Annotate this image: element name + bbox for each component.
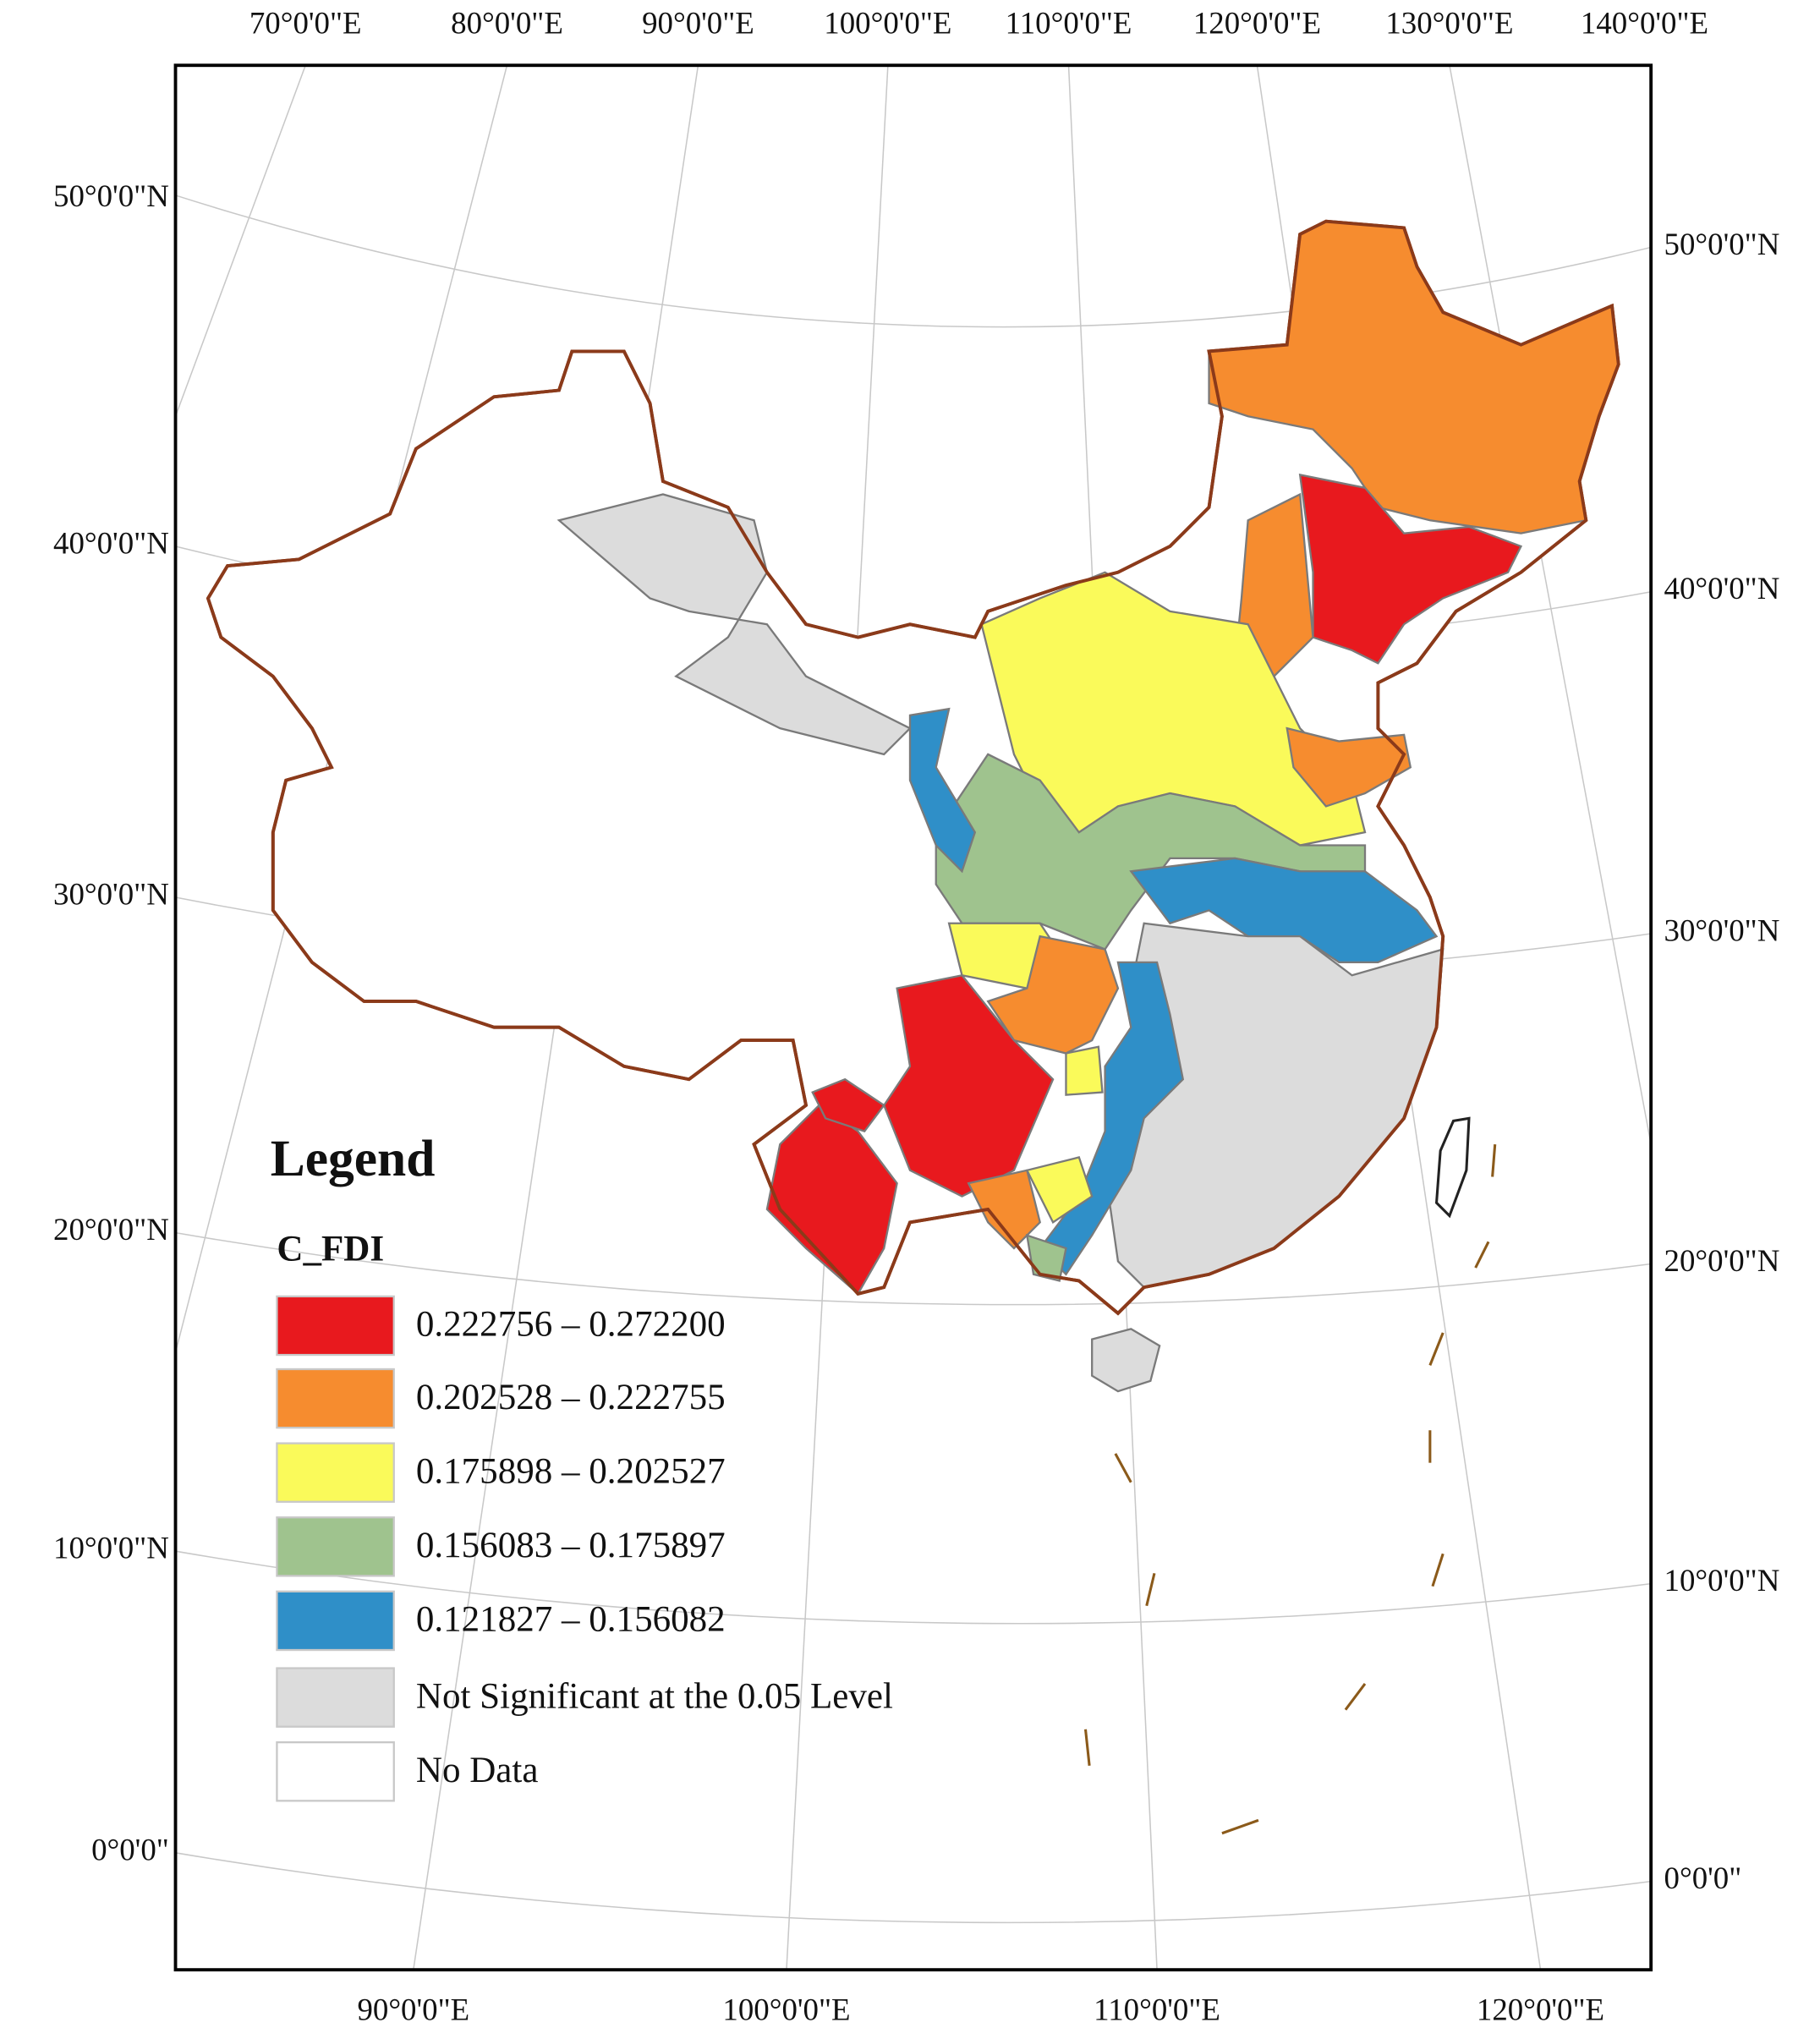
parallel [175, 1852, 1652, 1924]
island-line [1431, 1553, 1444, 1587]
region [1091, 1328, 1161, 1393]
right-label: 10°0'0"N [1664, 1563, 1780, 1598]
legend-label: 0.156083 – 0.175897 [416, 1526, 726, 1565]
coordinate-labels: 70°0'0"E 80°0'0"E 90°0'0"E 100°0'0"E 110°0'0… [53, 6, 1779, 2027]
left-label: 40°0'0"N [53, 525, 169, 560]
left-label: 10°0'0"N [53, 1531, 169, 1565]
region [556, 493, 912, 756]
top-label: 70°0'0"E [249, 6, 362, 41]
top-label: 100°0'0"E [824, 6, 951, 41]
legend-label: 0.175898 – 0.202527 [416, 1451, 726, 1491]
island-line [1428, 1332, 1444, 1366]
left-label: 30°0'0"N [53, 876, 169, 911]
region [811, 1077, 885, 1133]
parallel [175, 1550, 1652, 1625]
region [1065, 1045, 1104, 1096]
legend-swatch [276, 1295, 395, 1357]
region [1129, 857, 1439, 964]
top-label: 140°0'0"E [1581, 6, 1708, 41]
legend-field: C_FDI [277, 1230, 384, 1269]
right-label: 40°0'0"N [1664, 571, 1780, 606]
country-outline [206, 219, 1620, 1316]
legend-label: 0.202528 – 0.222755 [416, 1378, 726, 1417]
island-line [1474, 1241, 1490, 1269]
legend-label: 0.121827 – 0.156082 [416, 1600, 726, 1640]
bottom-label: 110°0'0"E [1094, 1992, 1220, 2026]
legend-swatch [276, 1516, 395, 1577]
bottom-label: 100°0'0"E [722, 1992, 850, 2026]
bottom-label: 90°0'0"E [357, 1992, 469, 2026]
island-line [1491, 1143, 1497, 1177]
parallel [175, 1231, 1652, 1306]
region [1286, 726, 1412, 808]
meridian [1449, 65, 1652, 1145]
top-label: 130°0'0"E [1385, 6, 1513, 41]
legend-title: Legend [271, 1130, 436, 1187]
legend-swatch [276, 1442, 395, 1503]
island-line [1221, 1818, 1259, 1835]
right-label: 30°0'0"N [1664, 913, 1780, 948]
map-frame [173, 63, 1653, 1972]
left-label: 0°0'0" [91, 1832, 169, 1866]
legend: 0.222756 – 0.272200 0.202528 – 0.222755 0.… [276, 1295, 893, 1802]
island-line [1344, 1683, 1367, 1711]
legend-swatch [276, 1667, 395, 1728]
top-label: 80°0'0"E [451, 6, 563, 41]
legend-label: 0.222756 – 0.272200 [416, 1305, 726, 1345]
top-label: 120°0'0"E [1193, 6, 1321, 41]
legend-label: No Data [416, 1751, 539, 1790]
island-line [1083, 1729, 1091, 1766]
left-label: 20°0'0"N [53, 1212, 169, 1247]
taiwan [1434, 1116, 1471, 1219]
legend-label: Not Significant at the 0.05 Level [416, 1676, 893, 1716]
region [1025, 1156, 1094, 1224]
legend-swatch [276, 1590, 395, 1652]
right-label: 20°0'0"N [1664, 1243, 1780, 1278]
right-label: 0°0'0" [1664, 1861, 1742, 1895]
bottom-label: 120°0'0"E [1477, 1992, 1604, 2026]
legend-swatch [276, 1368, 395, 1429]
legend-swatch [276, 1740, 395, 1802]
regions [206, 219, 1620, 1393]
top-label: 110°0'0"E [1006, 6, 1132, 41]
island-line [1114, 1453, 1132, 1483]
right-label: 50°0'0"N [1664, 227, 1780, 261]
top-label: 90°0'0"E [642, 6, 754, 41]
region [1039, 961, 1185, 1276]
islands [1083, 1143, 1497, 1835]
left-label: 50°0'0"N [53, 178, 169, 213]
meridian [174, 64, 306, 417]
island-line [1145, 1572, 1156, 1607]
region [908, 707, 977, 874]
